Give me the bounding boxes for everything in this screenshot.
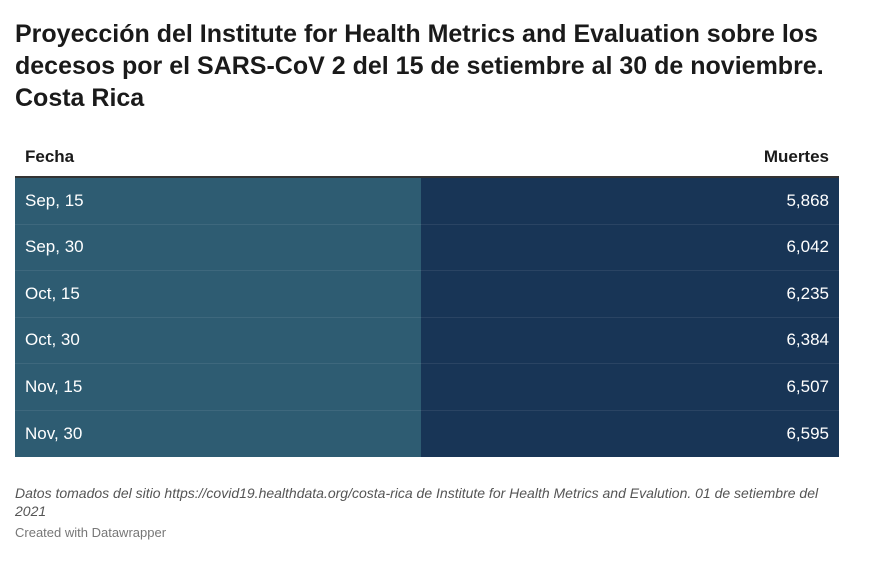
cell-date: Sep, 15: [25, 190, 84, 210]
table-row: Sep, 30 6,042: [15, 224, 839, 271]
table-row: Sep, 15 5,868: [15, 178, 839, 225]
source-note: Datos tomados del sitio https://covid19.…: [15, 485, 819, 519]
cell-date: Oct, 15: [25, 283, 80, 303]
cell-value: 6,235: [786, 283, 829, 303]
column-header-fecha: Fecha: [25, 147, 75, 166]
cell-value: 5,868: [786, 190, 829, 210]
cell-date: Nov, 15: [25, 376, 83, 396]
column-header-muertes: Muertes: [763, 147, 829, 166]
cell-date: Sep, 30: [25, 237, 84, 257]
table-row: Nov, 30 6,595: [15, 410, 839, 457]
cell-value: 6,384: [786, 330, 829, 350]
table-body: Sep, 15 5,868 Sep, 30 6,042 Oct, 15 6,23…: [15, 178, 839, 457]
cell-value: 6,595: [786, 423, 829, 443]
table-row: Nov, 15 6,507: [15, 364, 839, 411]
cell-value: 6,507: [786, 376, 829, 396]
cell-value: 6,042: [786, 237, 829, 257]
table-row: Oct, 30 6,384: [15, 317, 839, 364]
cell-date: Oct, 30: [25, 330, 80, 350]
data-table: Fecha Muertes Sep, 15 5,868 Sep, 30 6,04…: [15, 138, 839, 457]
datawrapper-credit: Created with Datawrapper: [15, 525, 167, 540]
table-row: Oct, 15 6,235: [15, 271, 839, 318]
cell-date: Nov, 30: [25, 423, 83, 443]
table-header: Fecha Muertes: [15, 138, 839, 178]
chart-title: Proyección del Institute for Health Metr…: [15, 20, 824, 112]
